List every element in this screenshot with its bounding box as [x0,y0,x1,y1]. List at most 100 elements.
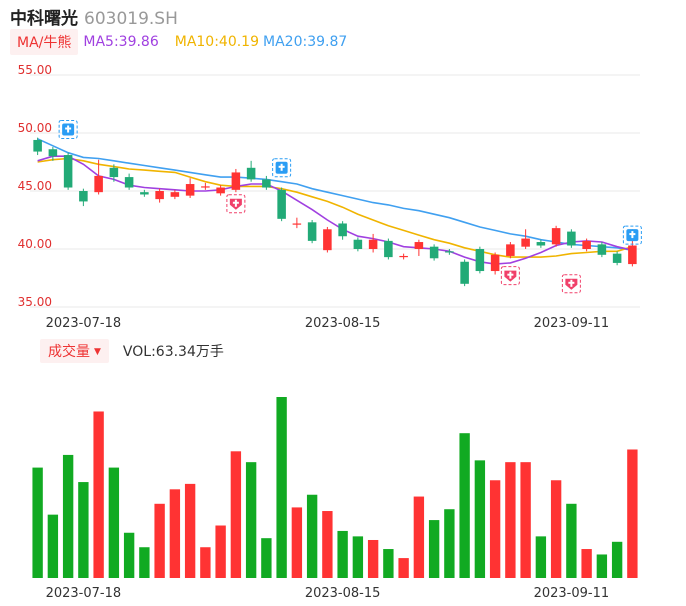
volume-bar-down [108,467,120,578]
candle-body [292,223,302,225]
volume-x-tick-label: 2023-08-15 [305,586,381,601]
marker-glyph [570,279,573,287]
candle-body [246,167,256,180]
volume-bar-down [139,547,150,578]
candle-up [551,225,561,247]
price-x-tick-label: 2023-08-15 [305,316,381,331]
candle-body [33,139,42,152]
volume-bar-up [169,489,181,578]
y-tick-label: 55.00 [18,63,52,77]
volume-bar-down [444,509,455,578]
candle-up [521,229,530,249]
volume-bar-down [47,514,59,578]
volume-bar-down [474,460,486,578]
candle-body [567,231,576,246]
candle-body [612,253,622,263]
volume-bar-down [352,536,364,578]
volume-bar-up [581,549,592,578]
volume-bar-up [398,558,409,578]
bear-marker-icon [561,274,581,294]
candle-down [567,229,576,248]
candle-body [185,184,195,196]
candle-up [201,182,210,190]
candle-down [460,259,469,287]
candle-body [399,255,408,258]
candle-body [63,155,73,188]
candle-up [506,242,515,259]
candle-down [384,238,393,260]
candle-down [48,146,58,161]
volume-bar-up [215,525,226,578]
candle-up [216,185,225,196]
candle-body [140,192,149,195]
volume-bar-down [245,462,257,578]
candle-down [445,249,454,255]
candle-body [353,239,363,249]
ma5-line [37,155,633,265]
marker-frame [622,225,642,245]
candle-down [140,189,149,197]
y-tick-label: 40.00 [18,237,52,251]
volume-bar-down [383,549,394,578]
candle-up [94,159,103,195]
candle-body [48,149,58,157]
volume-bar-down [459,433,470,578]
candle-body [582,240,591,249]
candle-body [109,167,119,178]
candle-body [231,172,241,190]
candle-body [506,244,515,256]
bull-marker-icon [58,120,78,140]
volume-dropdown[interactable]: 成交量 ▼ [40,339,109,363]
volume-bar-up [154,503,165,578]
volume-bar-up [230,451,242,578]
candle-body [490,254,500,272]
volume-bar-up [322,511,333,578]
volume-bar-down [32,467,43,578]
ma-bull-bear-tab[interactable]: MA/牛熊 [10,29,79,55]
candle-up [155,188,164,203]
candle-down [612,251,622,266]
candle-up [231,168,241,193]
ma-legend: MA/牛熊 MA5:39.86 MA10:40.19 MA20:39.87 [10,29,347,55]
candle-body [155,191,164,200]
bull-marker-icon [622,225,642,245]
candle-body [521,238,530,247]
volume-bar-up [200,547,211,578]
candle-body [216,187,225,194]
marker-frame [58,120,78,140]
volume-dropdown-label: 成交量 [48,344,90,360]
marker-glyph [234,199,237,207]
volume-bar-up [520,462,531,578]
volume-bar-down [428,520,440,578]
candle-up [170,189,180,200]
bull-marker-icon [272,158,292,178]
candle-body [170,192,180,197]
candle-body [384,240,393,258]
marker-frame [272,158,292,178]
candle-body [94,175,103,193]
candle-down [307,220,317,244]
candle-body [201,186,210,188]
volume-bar-up [550,480,562,578]
ma20-line [37,138,633,251]
y-tick-label: 45.00 [18,179,52,193]
volume-bar-down [535,536,547,578]
volume-bar-down [123,532,135,578]
candle-down [353,237,363,252]
marker-frame [561,274,581,294]
candle-down [338,221,347,240]
candle-up [399,253,408,260]
marker-frame [226,194,246,214]
candle-down [246,160,256,182]
candle-body [414,242,424,249]
volume-bar-up [627,449,638,578]
candle-body [262,179,271,188]
marker-glyph [67,125,70,133]
candle-up [582,238,591,252]
marker-glyph [280,163,283,171]
candle-body [475,249,485,272]
candle-down [63,152,73,190]
candle-up [414,239,424,256]
marker-glyph [509,271,512,279]
candle-up [368,233,378,253]
